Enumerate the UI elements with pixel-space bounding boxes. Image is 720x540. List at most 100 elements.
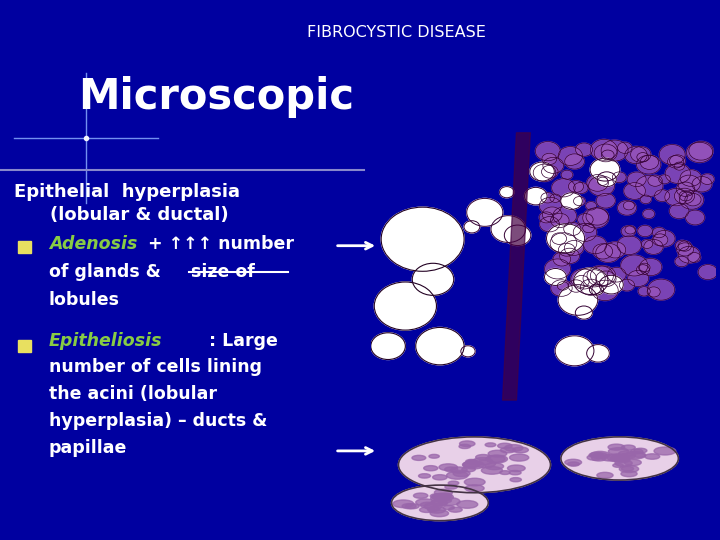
Text: hyperplasia) – ducts &: hyperplasia) – ducts & [49,412,267,430]
Circle shape [553,252,571,266]
Circle shape [618,451,635,457]
Circle shape [601,140,628,161]
Circle shape [462,462,480,468]
Circle shape [500,187,514,198]
Circle shape [594,144,617,162]
Circle shape [634,453,645,457]
Circle shape [590,139,618,160]
Circle shape [685,210,705,225]
Circle shape [592,456,606,461]
Circle shape [597,172,616,187]
Circle shape [415,327,464,365]
Circle shape [574,197,585,206]
Circle shape [631,449,643,454]
Circle shape [541,165,558,178]
Circle shape [540,217,559,232]
Circle shape [607,267,626,282]
Circle shape [415,499,434,506]
Circle shape [600,455,618,461]
Circle shape [488,450,507,457]
Circle shape [374,282,436,330]
Circle shape [464,478,485,486]
Circle shape [624,460,642,465]
Circle shape [439,464,457,470]
Text: the acini (lobular: the acini (lobular [49,385,217,403]
Circle shape [571,269,597,289]
Circle shape [474,460,495,468]
Circle shape [465,485,484,492]
Circle shape [430,510,449,517]
Circle shape [510,477,521,482]
Circle shape [510,454,528,461]
Circle shape [550,233,577,253]
Circle shape [530,162,554,181]
Circle shape [402,504,416,509]
Circle shape [685,193,701,206]
Circle shape [568,180,584,192]
Circle shape [542,207,562,222]
Circle shape [621,226,636,237]
Text: FIBROCYSTIC DISEASE: FIBROCYSTIC DISEASE [307,25,485,40]
Circle shape [445,484,457,489]
Circle shape [561,193,582,210]
Circle shape [500,447,516,453]
Circle shape [680,170,701,186]
Circle shape [648,175,662,186]
Circle shape [640,195,652,204]
Circle shape [680,191,703,209]
Circle shape [636,155,661,174]
Circle shape [418,474,431,478]
Circle shape [513,447,528,453]
Circle shape [665,188,688,206]
Circle shape [675,240,689,251]
Text: lobules: lobules [49,291,120,309]
Circle shape [615,460,632,467]
Circle shape [627,172,646,187]
Text: Epitheliosis: Epitheliosis [49,332,163,350]
Circle shape [587,455,602,460]
Circle shape [546,224,585,253]
Bar [18,340,32,352]
Circle shape [564,459,582,465]
Circle shape [612,172,626,183]
Circle shape [621,453,636,458]
Circle shape [678,241,691,251]
Circle shape [467,460,478,464]
Circle shape [449,481,459,485]
Circle shape [420,502,436,508]
Circle shape [482,467,503,474]
Text: : Large: : Large [209,332,278,350]
Circle shape [487,456,505,462]
Circle shape [613,463,624,467]
Circle shape [461,346,475,357]
Circle shape [453,470,470,477]
Circle shape [665,164,690,184]
Circle shape [534,164,556,181]
Circle shape [647,279,675,300]
Circle shape [642,240,653,248]
Circle shape [645,454,660,459]
Circle shape [587,345,609,362]
Circle shape [559,248,580,264]
Circle shape [443,505,454,510]
Circle shape [654,447,676,455]
Circle shape [424,503,442,510]
Circle shape [599,275,624,294]
Circle shape [585,201,597,210]
Circle shape [593,453,608,458]
Circle shape [577,213,593,226]
Circle shape [687,143,713,163]
Circle shape [625,146,647,164]
Circle shape [621,471,637,477]
Circle shape [542,153,557,165]
Circle shape [509,470,521,475]
Circle shape [431,496,446,502]
Circle shape [505,444,523,451]
Circle shape [639,259,662,276]
Circle shape [621,445,635,450]
Circle shape [504,225,531,246]
Circle shape [624,183,645,199]
Circle shape [670,155,685,167]
Circle shape [660,145,685,165]
Circle shape [590,158,620,181]
